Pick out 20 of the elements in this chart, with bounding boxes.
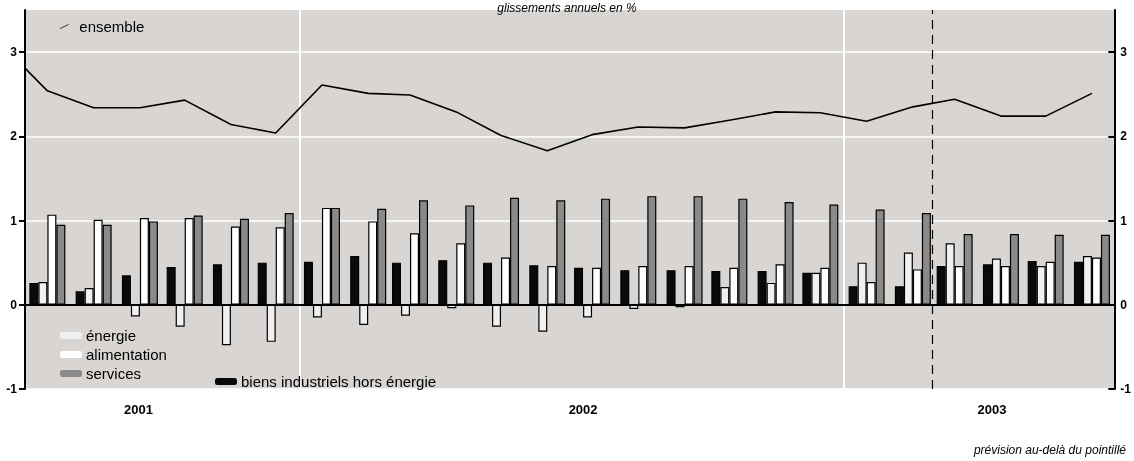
y2-tick-label: 1 <box>1120 213 1128 228</box>
y2-tick-label: 3 <box>1120 45 1128 60</box>
y-tick-label: 1 <box>10 213 18 228</box>
x-tick-label: 2001 <box>123 402 153 417</box>
x-tick-label: 2002 <box>568 402 598 417</box>
legend-label: énergie <box>86 327 137 344</box>
legend-label: biens industriels hors énergie <box>241 373 437 390</box>
legend-label: ensemble <box>79 18 145 35</box>
chart-title: glissements annuels en % <box>497 1 638 15</box>
text: prévision au-delà du pointillé <box>972 443 1127 457</box>
legend-label: services <box>86 365 142 382</box>
legend-label: alimentation <box>86 346 167 363</box>
y-tick-label: -1 <box>6 382 18 396</box>
y-tick-label: 0 <box>10 297 18 312</box>
y2-tick-label: 2 <box>1120 129 1128 144</box>
y-tick-label: 2 <box>10 129 18 144</box>
y2-tick-label: -1 <box>1120 382 1132 396</box>
y2-tick-label: 0 <box>1120 297 1128 312</box>
y-tick-label: 3 <box>10 45 18 60</box>
x-tick-label: 2003 <box>977 402 1007 417</box>
